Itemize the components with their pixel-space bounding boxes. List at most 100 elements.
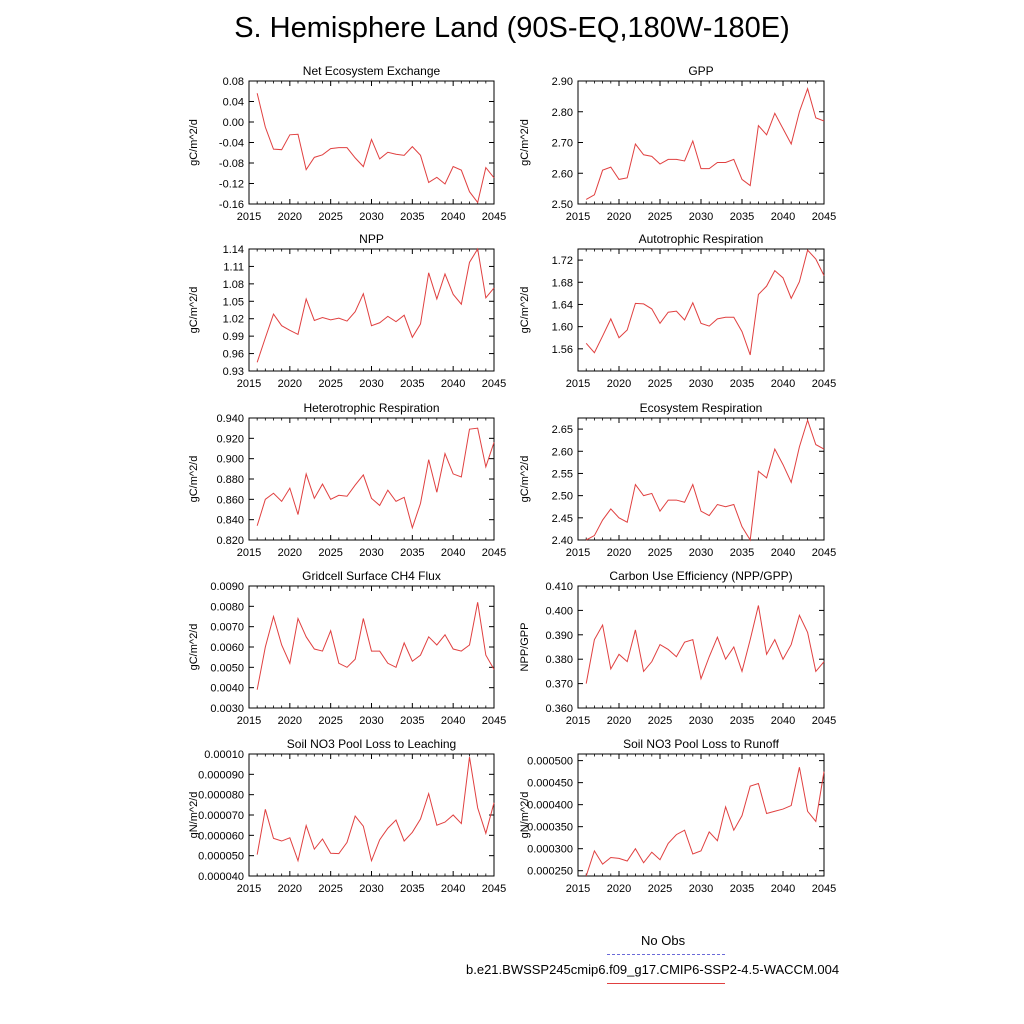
panel-2: GPP 2015 2020 2025 2030 2035 2040 2045 2.50 2.60 2… [519,64,836,223]
y-tick-label: 0.000300 [527,844,573,856]
y-tick-label: 1.02 [223,314,244,326]
y-tick-label: 2.45 [552,513,573,525]
series-line [585,249,825,356]
x-tick-label: 2025 [318,883,342,895]
y-axis-label: gC/m^2/d [188,119,200,166]
x-tick-label: 2025 [648,883,672,895]
x-tick-label: 2015 [237,715,261,727]
y-tick-label: 0.00 [223,117,244,129]
x-tick-label: 2020 [607,211,631,223]
panel-title: Heterotrophic Respiration [303,401,439,415]
y-tick-label: 0.00010 [204,749,244,761]
plot-frame [248,417,495,541]
x-tick-label: 2025 [648,715,672,727]
plot-frame [248,585,495,709]
y-tick-label: 1.64 [552,299,573,311]
x-tick-label: 2015 [566,378,590,390]
x-tick-label: 2030 [359,211,383,223]
plot-frame [577,80,825,205]
y-axis-label: gC/m^2/d [188,624,200,671]
x-tick-label: 2020 [278,378,302,390]
y-tick-label: 0.0090 [210,581,244,593]
panel-title: Net Ecosystem Exchange [303,64,441,78]
x-tick-label: 2015 [566,547,590,559]
y-tick-label: 0.000090 [198,769,244,781]
y-tick-label: 1.72 [552,255,573,267]
x-tick-label: 2020 [278,547,302,559]
y-axis-label: gC/m^2/d [188,456,200,503]
panel-title: Soil NO3 Pool Loss to Leaching [287,737,456,751]
x-tick-label: 2040 [441,883,465,895]
plot-frame [577,417,825,541]
x-tick-label: 2045 [482,883,506,895]
x-tick-label: 2020 [278,715,302,727]
y-tick-label: 0.410 [545,581,573,593]
y-tick-label: 0.000050 [198,851,244,863]
x-tick-label: 2025 [318,547,342,559]
series-line [585,418,825,542]
x-tick-label: 2015 [566,883,590,895]
x-tick-label: 2030 [359,715,383,727]
x-tick-label: 2040 [441,211,465,223]
y-tick-label: 0.000500 [527,756,573,768]
y-tick-label: 0.08 [223,76,244,88]
x-tick-label: 2025 [648,547,672,559]
y-axis-label: gN/m^2/d [188,792,200,839]
x-tick-label: 2045 [482,715,506,727]
x-tick-label: 2030 [359,547,383,559]
x-tick-label: 2030 [359,378,383,390]
y-tick-label: 0.380 [545,654,573,666]
y-tick-label: 1.14 [223,244,244,256]
y-tick-label: -0.04 [219,138,244,150]
y-tick-label: 0.96 [223,349,244,361]
y-tick-label: 0.860 [216,494,244,506]
y-tick-label: 2.55 [552,468,573,480]
series-line [256,247,495,363]
panel-title: Autotrophic Respiration [639,232,764,246]
panel-7: Gridcell Surface CH4 Flux 2015 2020 2025 203… [188,569,506,727]
y-tick-label: 2.90 [552,76,573,88]
x-tick-label: 2035 [400,883,424,895]
y-tick-label: 0.000080 [198,790,244,802]
y-tick-label: 0.0080 [210,601,244,613]
y-tick-label: 0.360 [545,703,573,715]
x-tick-label: 2040 [771,547,795,559]
x-tick-label: 2030 [689,547,713,559]
panel-10: Soil NO3 Pool Loss to Runoff 2015 2020 2025… [519,737,836,895]
y-tick-label: -0.12 [219,179,244,191]
x-tick-label: 2045 [482,547,506,559]
y-axis-label: gC/m^2/d [188,287,200,334]
plot-frame [577,248,825,372]
x-tick-label: 2030 [689,715,713,727]
x-tick-label: 2045 [482,211,506,223]
x-tick-label: 2020 [607,547,631,559]
x-tick-label: 2025 [318,715,342,727]
panel-6: Ecosystem Respiration 2015 2020 2025 2030 203… [519,401,836,559]
x-tick-label: 2015 [237,883,261,895]
y-tick-label: 0.0060 [210,642,244,654]
y-axis-label: gC/m^2/d [519,119,531,166]
y-tick-label: 0.000250 [527,866,573,878]
y-tick-label: 2.50 [552,491,573,503]
y-tick-label: 0.000350 [527,822,573,834]
y-axis-label: gC/m^2/d [519,287,531,334]
x-tick-label: 2020 [607,715,631,727]
x-tick-label: 2020 [607,883,631,895]
x-tick-label: 2045 [482,378,506,390]
x-tick-label: 2045 [812,378,836,390]
panel-title: GPP [688,64,713,78]
x-tick-label: 2015 [237,547,261,559]
x-tick-label: 2020 [278,883,302,895]
panel-title: Carbon Use Efficiency (NPP/GPP) [609,569,792,583]
y-tick-label: 0.000060 [198,830,244,842]
y-tick-label: -0.16 [219,199,244,211]
x-tick-label: 2035 [400,715,424,727]
panel-1: Net Ecosystem Exchange 2015 2020 2025 2030 20… [188,64,506,223]
x-tick-label: 2045 [812,715,836,727]
x-tick-label: 2035 [730,211,754,223]
y-tick-label: 1.56 [552,344,573,356]
panel-title: Ecosystem Respiration [640,401,763,415]
y-tick-label: 0.0030 [210,703,244,715]
y-tick-label: 0.0070 [210,622,244,634]
x-tick-label: 2025 [318,378,342,390]
